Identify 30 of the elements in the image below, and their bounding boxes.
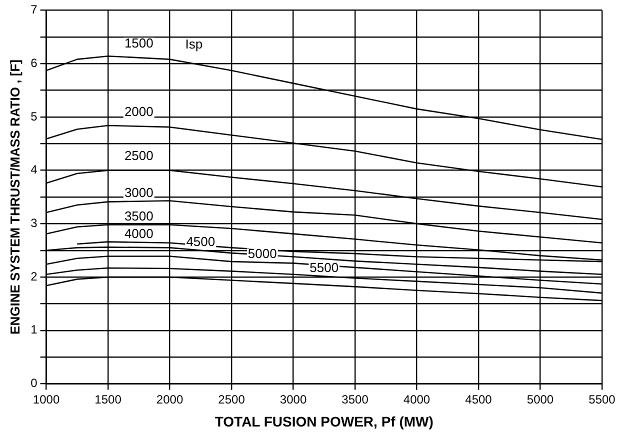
y-tick-label: 5 xyxy=(30,109,38,124)
x-tick-label: 2500 xyxy=(218,392,246,406)
x-tick-label: 1000 xyxy=(32,392,60,406)
y-axis-title: ENGINE SYSTEM THRUST/MASS RATIO , [F] xyxy=(7,60,22,334)
x-tick-label: 1500 xyxy=(94,392,122,406)
x-tick-label: 3000 xyxy=(280,392,307,406)
x-tick-label: 5000 xyxy=(526,392,554,406)
y-tick-label: 4 xyxy=(30,162,38,177)
x-tick-label: 3500 xyxy=(342,392,369,406)
series-label: 4000 xyxy=(124,226,154,241)
y-tick-label: 6 xyxy=(30,56,38,70)
x-axis-title: TOTAL FUSION POWER, Pf (MW) xyxy=(214,413,434,430)
series-label: 5500 xyxy=(310,260,339,275)
series-label: 2000 xyxy=(124,104,154,119)
x-tick-label: 4500 xyxy=(465,392,492,406)
x-tick-label: 4000 xyxy=(403,392,430,406)
y-tick-label: 3 xyxy=(30,216,38,230)
y-tick-label: 2 xyxy=(30,269,38,284)
y-tick-label: 1 xyxy=(30,322,38,337)
x-tick-label: 5500 xyxy=(588,392,616,406)
y-tick-label: 0 xyxy=(30,376,38,390)
series-label: 5000 xyxy=(248,246,277,261)
x-tick-label: 2000 xyxy=(156,392,184,406)
series-label: 1500 xyxy=(124,35,154,50)
y-tick-label: 7 xyxy=(30,2,38,17)
annotation: Isp xyxy=(185,36,203,52)
series-label: 3000 xyxy=(124,184,154,200)
series-label: 2500 xyxy=(124,148,154,163)
series-label: 4500 xyxy=(186,234,216,249)
series-label: 3500 xyxy=(124,208,154,224)
